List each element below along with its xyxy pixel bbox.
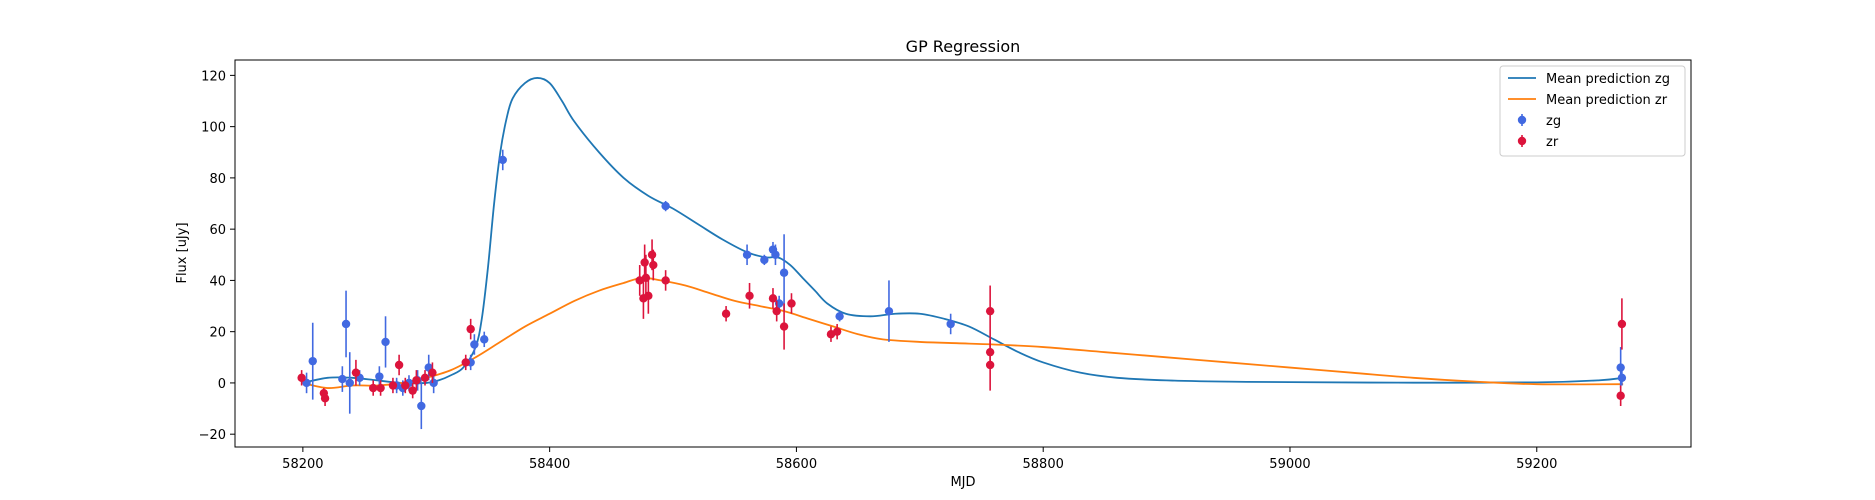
- zr-data-point: [647, 250, 657, 259]
- zg-data-point: [417, 401, 426, 411]
- zg-data-point: [308, 356, 317, 366]
- zr-data-point: [388, 381, 398, 390]
- y-axis-label: Flux [uJy]: [175, 222, 190, 283]
- zr-data-point: [745, 291, 754, 300]
- zr-data-point: [408, 386, 417, 395]
- zr-data-point: [640, 258, 649, 267]
- zr-data-point: [832, 327, 842, 336]
- zr-data-point: [297, 373, 306, 383]
- zg-data-point: [771, 250, 780, 259]
- zg-data-point: [345, 378, 354, 388]
- y-tick-label: 120: [201, 69, 226, 84]
- x-tick-label: 59000: [1269, 457, 1310, 472]
- zr-data-point: [772, 306, 781, 316]
- zg-data-point: [470, 340, 479, 349]
- legend-label: zr: [1546, 135, 1559, 150]
- zr-data-point: [644, 291, 653, 300]
- zr-data-point: [394, 360, 404, 370]
- zr-data-point: [985, 360, 995, 370]
- zg-data-point: [375, 372, 384, 381]
- y-tick-label: 100: [201, 121, 226, 136]
- zr-data-point: [420, 373, 430, 383]
- zr-data-point: [461, 358, 470, 367]
- y-tick-label: 20: [209, 326, 226, 341]
- zr-data-point: [320, 394, 330, 403]
- zg-data-point: [779, 268, 789, 277]
- x-axis-label: MJD: [950, 475, 975, 490]
- mean-prediction-line-zg: [302, 77, 1624, 385]
- x-tick-label: 59200: [1516, 457, 1557, 472]
- y-tick-label: 80: [209, 172, 226, 187]
- zg-data-point: [429, 378, 438, 388]
- zr-data-point: [466, 324, 475, 334]
- zr-data-point: [721, 309, 731, 318]
- zr-data-point: [376, 383, 385, 393]
- axes: 58200 58400 58600 58800 59000 59200 −20 0 20 40 60…: [199, 69, 1558, 472]
- legend-label: Mean prediction zg: [1546, 72, 1670, 87]
- zg-data-point: [884, 306, 894, 316]
- zg-data-point: [381, 337, 390, 347]
- zg-data-point: [498, 155, 507, 165]
- legend-box: [1499, 65, 1686, 157]
- zr-data-point: [401, 381, 410, 390]
- y-tick-label: 40: [209, 274, 226, 289]
- zr-data-point: [1617, 319, 1627, 329]
- zr-data-point: [428, 368, 437, 377]
- x-tick-label: 58200: [282, 457, 323, 472]
- zr-data-point: [779, 322, 789, 331]
- x-tick-label: 58600: [776, 457, 817, 472]
- zr-data-point: [1616, 391, 1625, 400]
- zg-data-point: [946, 319, 955, 329]
- zg-data-point: [338, 374, 347, 384]
- zg-data-point: [661, 201, 670, 211]
- zg-data-point: [1616, 363, 1625, 372]
- zg-data-point: [742, 250, 752, 259]
- plot-frame: [234, 59, 1692, 448]
- y-tick-label: −20: [199, 428, 226, 443]
- legend-marker-swatch: [1517, 115, 1527, 125]
- zg-data-point: [341, 319, 351, 329]
- zr-data-point: [787, 299, 796, 308]
- chart-title: GP Regression: [906, 37, 1021, 56]
- y-tick-label: 0: [218, 377, 226, 392]
- plot-area: [297, 77, 1627, 430]
- legend: Mean prediction zg Mean prediction zr zg zr: [1499, 65, 1686, 157]
- zg-data-point: [760, 255, 769, 265]
- zg-data-point: [1617, 373, 1627, 383]
- y-tick-label: 60: [209, 223, 226, 238]
- zg-data-point: [835, 312, 844, 321]
- zr-data-point: [768, 294, 778, 303]
- x-tick-label: 58400: [529, 457, 570, 472]
- legend-marker-swatch: [1517, 136, 1527, 146]
- zr-data-point: [412, 376, 421, 385]
- x-tick-label: 58800: [1023, 457, 1064, 472]
- zg-data-point: [480, 335, 489, 344]
- zr-data-point: [661, 276, 670, 285]
- zr-data-point: [368, 383, 378, 393]
- legend-label: Mean prediction zr: [1546, 93, 1668, 108]
- zr-data-point: [351, 368, 361, 377]
- zr-data-point: [985, 306, 995, 316]
- legend-label: zg: [1546, 114, 1561, 129]
- zr-data-point: [649, 260, 658, 270]
